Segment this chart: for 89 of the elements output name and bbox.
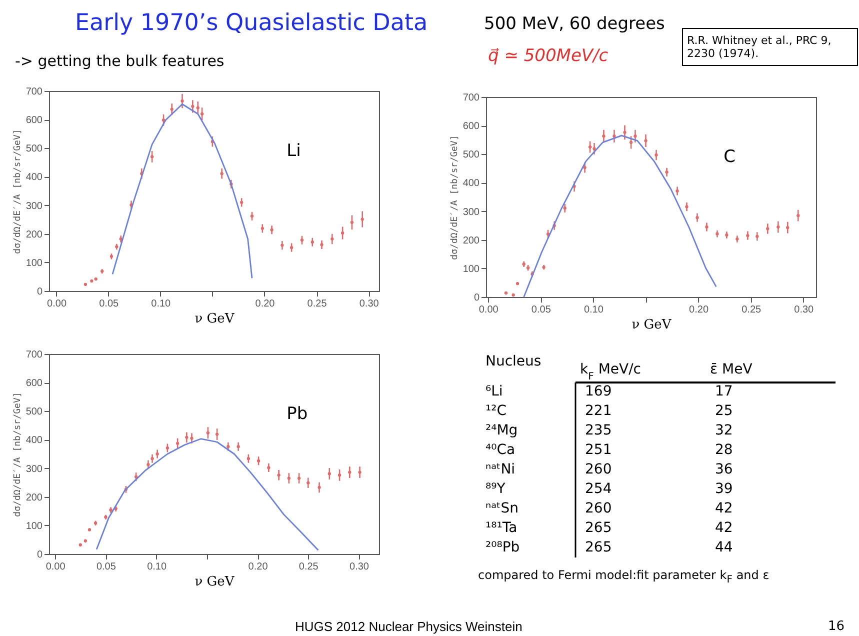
- data-label: 44: [715, 539, 733, 556]
- data-label: 265: [585, 520, 612, 536]
- x-tick-label: 0.30: [359, 298, 380, 310]
- data-label: 42: [715, 500, 733, 516]
- x-tick-label: k$_{F}$ MeV/c: [580, 362, 642, 382]
- data-label: 28: [715, 442, 733, 458]
- x-axis-title: ν GeV: [194, 312, 235, 326]
- x-tick-label: 0.00: [47, 298, 67, 310]
- y-tick-label: 700: [26, 350, 43, 360]
- y-tick-label: 100: [462, 264, 480, 275]
- x-axis-title: ν GeV: [632, 318, 672, 332]
- data-label: 254: [585, 480, 612, 497]
- text: 500 MeV, 60 degrees: [484, 14, 665, 34]
- chart-title: Early 1970’s Quasielastic Data: [75, 10, 428, 36]
- y-tick-label: 400: [26, 435, 43, 446]
- y-tick-label: 700: [462, 92, 480, 104]
- x-tick-label: 0.00: [46, 562, 66, 572]
- y-tick-label: ¹⁸¹Ta: [486, 520, 518, 536]
- y-tick-label: 300: [462, 206, 480, 218]
- y-tick-label: 400: [26, 172, 43, 184]
- y-tick-label: 500: [26, 144, 43, 155]
- data-label: 169: [585, 384, 612, 400]
- data-label: 251: [585, 442, 612, 458]
- x-tick-label: 0.25: [742, 304, 762, 316]
- y-tick-label: 300: [26, 464, 43, 475]
- data-label: 39: [715, 480, 733, 497]
- y-tick-label: 600: [26, 115, 43, 126]
- y-tick-label: ⁿᵃᵗNi: [486, 462, 516, 478]
- y-tick-label: 0: [36, 550, 43, 560]
- text: 16: [828, 619, 845, 634]
- x-tick-label: 0.10: [584, 304, 604, 316]
- text: R.R. Whitney et al., PRC 9, 2230 (1974).: [682, 28, 858, 66]
- y-tick-label: ⁴⁰Ca: [486, 442, 516, 458]
- data-label: 221: [585, 403, 612, 420]
- y-tick-label: 100: [26, 258, 43, 269]
- x-tick-label: 0.00: [478, 304, 499, 316]
- x-tick-label: 0.05: [99, 298, 120, 310]
- y-tick-label: ¹²C: [486, 403, 507, 420]
- data-label: 32: [715, 422, 733, 439]
- y-tick-label: 500: [462, 150, 480, 161]
- y-tick-label: 0: [474, 292, 480, 304]
- y-tick-label: ²⁴Mg: [486, 422, 518, 439]
- x-tick-label: 0.30: [794, 304, 814, 316]
- y-tick-label: 200: [26, 229, 43, 240]
- data-label: 235: [585, 422, 612, 439]
- text: Pb: [286, 404, 308, 424]
- text: Li: [286, 141, 301, 161]
- x-tick-label: 0.05: [531, 304, 552, 316]
- x-tick-label: 0.30: [350, 562, 370, 572]
- data-label: 265: [585, 539, 612, 556]
- y-tick-label: 200: [26, 492, 43, 504]
- y-tick-label: 500: [26, 406, 43, 418]
- y-tick-label: 700: [26, 86, 43, 98]
- data-label: 42: [715, 520, 733, 536]
- x-tick-label: 0.25: [298, 562, 319, 572]
- y-tick-label: 600: [462, 121, 480, 132]
- x-tick-label: 0.10: [151, 298, 172, 310]
- y-tick-label: ⁸⁹Y: [486, 480, 506, 497]
- text: compared to Fermi model:fit parameter k$_{F}$ and ε: [478, 568, 770, 586]
- chart-subtitle: -> getting the bulk features: [15, 52, 224, 70]
- text: HUGS 2012 Nuclear Physics Weinstein: [295, 619, 522, 634]
- data-label: 260: [585, 462, 612, 478]
- y-axis-title: Nucleus: [486, 354, 542, 370]
- y-tick-label: 300: [26, 200, 43, 212]
- x-tick-label: 0.05: [96, 562, 116, 572]
- y-tick-label: ⁶Li: [486, 384, 503, 400]
- y-tick-label: 400: [462, 178, 480, 190]
- y-axis-title: dσ/dΩ/dE′/A [nb/sr/GeV]: [12, 392, 23, 517]
- x-axis-title: ν GeV: [194, 574, 235, 590]
- data-label: 17: [715, 384, 733, 400]
- y-tick-label: 100: [26, 520, 43, 532]
- y-tick-label: ²⁰⁸Pb: [486, 539, 520, 556]
- y-tick-label: 600: [26, 378, 43, 390]
- x-tick-label: 0.20: [689, 304, 709, 316]
- x-tick-label: 0.20: [255, 298, 276, 310]
- x-tick-label: 0.10: [147, 562, 167, 572]
- x-tick-label: ε̄ MeV: [710, 362, 753, 378]
- y-tick-label: 200: [462, 235, 480, 246]
- x-tick-label: 0.20: [248, 562, 268, 572]
- x-tick-label: 0.25: [307, 298, 328, 310]
- y-tick-label: 0: [36, 286, 43, 298]
- y-tick-label: ⁿᵃᵗSn: [486, 500, 518, 516]
- y-axis-title: dσ/dΩ/dE′/A [nb/sr/GeV]: [450, 135, 460, 260]
- text: C: [724, 147, 736, 167]
- data-label: 260: [585, 500, 612, 516]
- y-axis-title: dσ/dΩ/dE′/A [nb/sr/GeV]: [12, 129, 23, 254]
- data-label: 36: [715, 462, 733, 478]
- data-label: 25: [715, 403, 733, 420]
- text: q⃗ ≃ 500MeV/c: [488, 46, 608, 66]
